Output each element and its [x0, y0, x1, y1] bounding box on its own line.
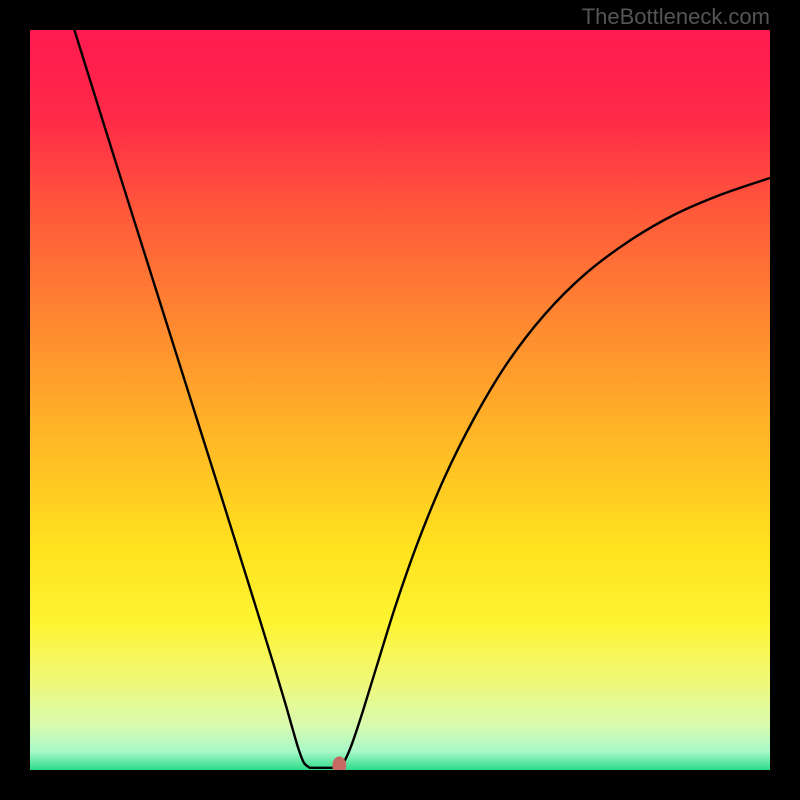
watermark-text: TheBottleneck.com [582, 4, 770, 30]
chart-background [30, 30, 770, 770]
bottleneck-chart [30, 30, 770, 770]
